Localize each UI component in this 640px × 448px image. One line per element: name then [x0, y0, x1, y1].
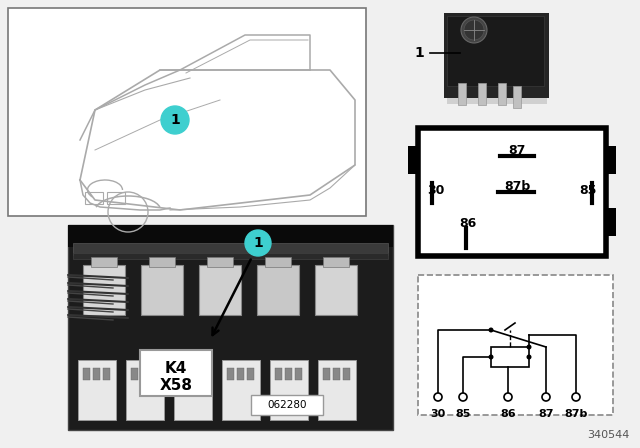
Polygon shape	[80, 70, 355, 210]
Bar	[318, 360, 356, 420]
Text: 86: 86	[460, 216, 477, 229]
Circle shape	[464, 20, 484, 40]
Bar	[513, 86, 521, 108]
Bar	[257, 265, 299, 315]
Text: 340544: 340544	[588, 430, 630, 440]
Text: 30: 30	[430, 409, 445, 419]
Bar	[333, 368, 340, 380]
Bar	[174, 360, 212, 420]
Bar	[604, 146, 616, 174]
Text: 1: 1	[170, 113, 180, 127]
Text: 85: 85	[579, 184, 596, 197]
Bar	[418, 275, 613, 415]
Circle shape	[504, 393, 512, 401]
Bar	[491, 347, 529, 367]
Bar	[126, 360, 164, 420]
Bar	[141, 368, 148, 380]
Circle shape	[488, 354, 493, 359]
Text: X58: X58	[159, 378, 193, 392]
Text: 85: 85	[455, 409, 470, 419]
Circle shape	[527, 345, 531, 349]
Bar	[73, 253, 388, 259]
Bar	[68, 225, 393, 247]
Bar	[141, 265, 183, 315]
Bar	[478, 83, 486, 105]
Bar	[222, 360, 260, 420]
Circle shape	[459, 393, 467, 401]
Bar	[237, 368, 244, 380]
Bar	[107, 192, 125, 204]
Circle shape	[488, 327, 493, 332]
Text: 87b: 87b	[564, 409, 588, 419]
Bar	[83, 368, 90, 380]
Bar	[207, 257, 233, 267]
Bar	[343, 368, 350, 380]
Bar	[270, 360, 308, 420]
Bar	[247, 368, 254, 380]
Text: 86: 86	[500, 409, 516, 419]
Circle shape	[527, 354, 531, 359]
Bar	[447, 16, 544, 86]
Bar	[73, 243, 388, 255]
Text: K4: K4	[165, 361, 187, 375]
Bar	[498, 83, 506, 105]
Circle shape	[542, 393, 550, 401]
Bar	[179, 368, 186, 380]
Bar	[68, 225, 393, 430]
Text: 1: 1	[414, 46, 424, 60]
Bar	[199, 368, 206, 380]
Bar	[408, 146, 420, 174]
Bar	[265, 257, 291, 267]
Bar	[295, 368, 302, 380]
Bar	[323, 257, 349, 267]
Bar	[251, 395, 323, 415]
Circle shape	[572, 393, 580, 401]
Bar	[78, 360, 116, 420]
Circle shape	[461, 17, 487, 43]
Bar	[93, 368, 100, 380]
Bar	[227, 368, 234, 380]
Circle shape	[161, 106, 189, 134]
Text: 87: 87	[508, 143, 525, 156]
Bar	[418, 128, 606, 256]
Bar	[8, 8, 366, 216]
Bar	[447, 96, 547, 104]
Circle shape	[245, 230, 271, 256]
Text: 062280: 062280	[268, 400, 307, 410]
Bar	[199, 265, 241, 315]
Bar	[458, 83, 466, 105]
Bar	[323, 368, 330, 380]
Text: 87: 87	[538, 409, 554, 419]
Bar	[85, 192, 103, 204]
Bar	[285, 368, 292, 380]
Bar	[151, 368, 158, 380]
Bar	[140, 350, 212, 396]
Text: 87b: 87b	[504, 180, 530, 193]
Text: 30: 30	[428, 184, 445, 197]
Bar	[604, 208, 616, 236]
Bar	[275, 368, 282, 380]
Circle shape	[434, 393, 442, 401]
Bar	[189, 368, 196, 380]
Bar	[315, 265, 357, 315]
Bar	[444, 13, 549, 98]
Text: 1: 1	[253, 236, 263, 250]
Bar	[83, 265, 125, 315]
Bar	[131, 368, 138, 380]
Bar	[91, 257, 117, 267]
Bar	[149, 257, 175, 267]
Bar	[103, 368, 110, 380]
